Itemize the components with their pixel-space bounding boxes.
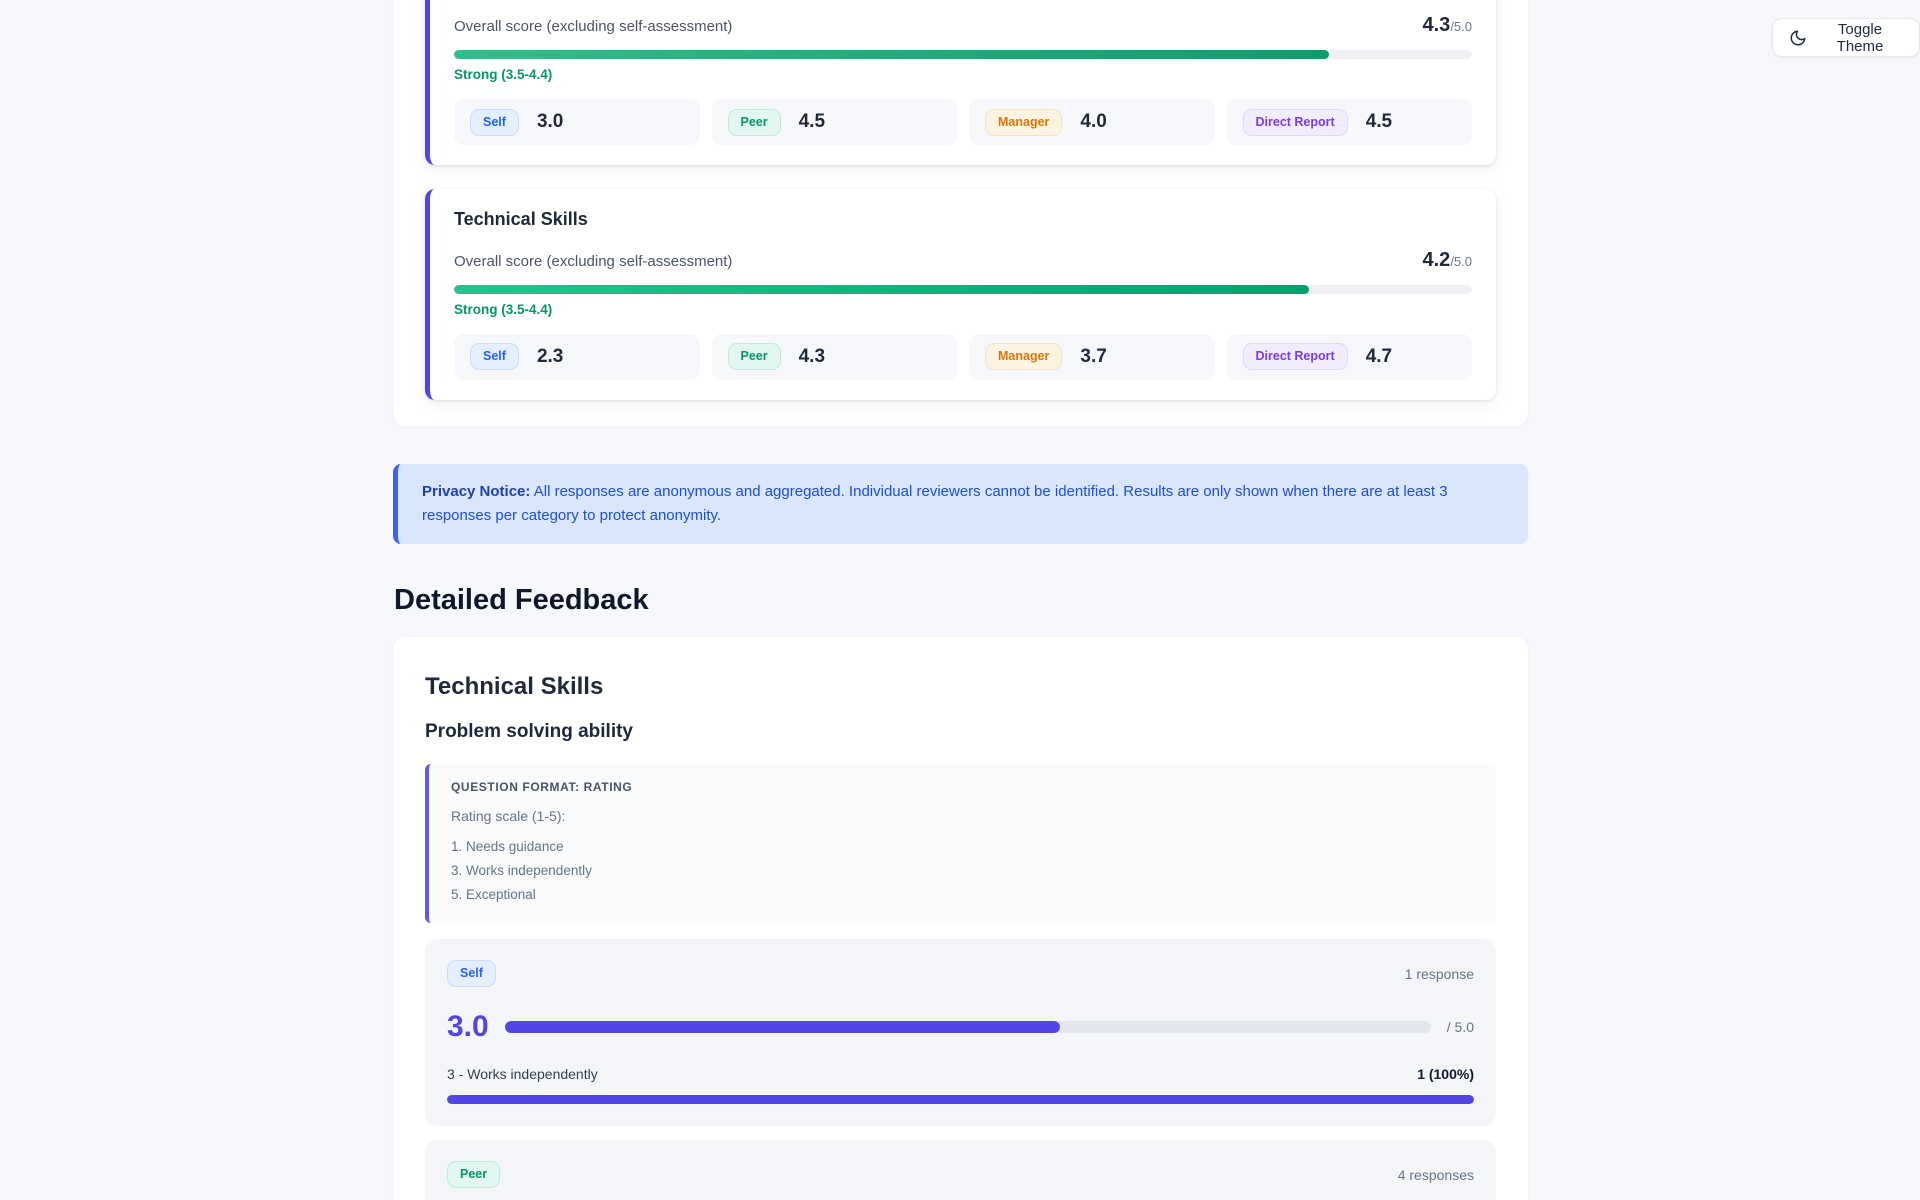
direct-report-score-value: 4.7 [1365, 345, 1393, 367]
peer-badge: Peer [727, 343, 781, 371]
self-score-value: 2.3 [536, 345, 564, 367]
summary-card-overall: Overall score (excluding self-assessment… [425, 0, 1496, 165]
distribution-count: 1 (100%) [1417, 1065, 1474, 1082]
manager-score-value: 3.7 [1080, 345, 1107, 367]
rating-scale-item: 3. Works independently [451, 862, 592, 878]
peer-badge: Peer [447, 1161, 501, 1189]
distribution-fill [447, 1094, 1474, 1104]
manager-score-value: 4.0 [1080, 111, 1107, 132]
overall-score-value: 4.2 [1422, 248, 1451, 271]
overall-score-row: Overall score (excluding self-assessment… [454, 14, 1472, 38]
distribution-track [447, 1094, 1474, 1104]
self-badge: Self [447, 960, 496, 988]
detailed-feedback-heading: Detailed Feedback [394, 584, 649, 616]
score-row: 3.0 / 5.0 [447, 1009, 1474, 1045]
manager-badge: Manager [985, 343, 1063, 371]
manager-badge: Manager [985, 108, 1063, 136]
score-band-label: Strong (3.5-4.4) [454, 67, 553, 82]
direct-report-badge: Direct Report [1242, 343, 1348, 371]
overall-score-label: Overall score (excluding self-assessment… [454, 252, 733, 270]
direct-report-score-value: 4.5 [1365, 111, 1393, 132]
response-count: 4 responses [1397, 1166, 1474, 1183]
response-score-max: / 5.0 [1446, 1018, 1474, 1035]
response-header: Peer 4 responses [447, 1161, 1474, 1189]
overall-progress-fill [454, 50, 1330, 59]
distribution-label: 3 - Works independently [447, 1065, 598, 1082]
overall-score-value: 4.3 [1422, 14, 1451, 36]
score-box-peer: Peer 4.5 [711, 99, 957, 145]
summary-card-title: Technical Skills [454, 209, 588, 229]
overall-progress-track [454, 284, 1472, 294]
overall-score: 4.2/5.0 [1423, 249, 1473, 272]
self-badge: Self [470, 108, 519, 136]
self-badge: Self [470, 343, 519, 371]
rating-scale-label: Rating scale (1-5): [451, 807, 566, 824]
peer-score-value: 4.3 [798, 345, 826, 367]
score-band-label: Strong (3.5-4.4) [454, 301, 553, 317]
score-grid: Self 2.3 Peer 4.3 Manager 3.7 Direct Rep… [454, 333, 1472, 380]
response-section-peer: Peer 4 responses [425, 1139, 1496, 1200]
self-score-value: 3.0 [536, 111, 564, 132]
distribution-row: 3 - Works independently 1 (100%) [447, 1065, 1474, 1083]
rating-scale-item: 1. Needs guidance [451, 838, 564, 854]
question-format-box: QUESTION FORMAT: RATING Rating scale (1-… [425, 763, 1496, 923]
privacy-notice-text: All responses are anonymous and aggregat… [422, 483, 1448, 524]
score-grid: Self 3.0 Peer 4.5 Manager 4.0 Direct Rep… [454, 99, 1472, 145]
direct-report-badge: Direct Report [1242, 108, 1348, 136]
theme-toggle-label: Toggle Theme [1836, 20, 1884, 55]
theme-toggle-button[interactable]: Toggle Theme [1772, 18, 1920, 57]
question-format-label: QUESTION FORMAT: RATING [451, 779, 633, 794]
overall-progress-track [454, 50, 1472, 59]
score-box-manager: Manager 4.0 [969, 99, 1215, 145]
response-count: 1 response [1404, 965, 1474, 982]
overall-score: 4.3/5.0 [1423, 14, 1473, 37]
score-box-direct-report: Direct Report 4.5 [1226, 99, 1472, 145]
response-score-track [504, 1020, 1431, 1033]
score-box-self: Self 3.0 [454, 99, 700, 145]
response-score-fill [504, 1020, 1061, 1033]
score-box-peer: Peer 4.3 [711, 333, 957, 380]
score-box-self: Self 2.3 [454, 333, 700, 380]
overall-score-row: Overall score (excluding self-assessment… [454, 249, 1472, 273]
summary-section: Overall score (excluding self-assessment… [393, 0, 1528, 426]
detailed-feedback-card: Technical Skills Problem solving ability… [393, 637, 1528, 1200]
rating-scale-items: 1. Needs guidance 3. Works independently… [451, 835, 1474, 907]
privacy-notice: Privacy Notice: All responses are anonym… [393, 464, 1528, 544]
question-title: Problem solving ability [425, 720, 633, 742]
peer-badge: Peer [727, 108, 781, 136]
response-header: Self 1 response [447, 960, 1474, 988]
summary-card-technical-skills: Technical Skills Overall score (excludin… [425, 189, 1496, 400]
category-title: Technical Skills [425, 673, 604, 700]
overall-score-max: /5.0 [1450, 19, 1472, 34]
moon-icon [1789, 29, 1807, 47]
overall-score-max: /5.0 [1450, 253, 1472, 269]
overall-score-label: Overall score (excluding self-assessment… [454, 18, 733, 35]
score-box-direct-report: Direct Report 4.7 [1226, 333, 1472, 380]
response-score-value: 3.0 [447, 1009, 489, 1043]
overall-progress-fill [454, 284, 1310, 294]
rating-scale-item: 5. Exceptional [451, 886, 536, 902]
response-section-self: Self 1 response 3.0 / 5.0 3 - Works inde… [425, 938, 1496, 1126]
score-box-manager: Manager 3.7 [969, 333, 1215, 380]
peer-score-value: 4.5 [798, 111, 826, 132]
privacy-notice-label: Privacy Notice: [422, 483, 531, 500]
